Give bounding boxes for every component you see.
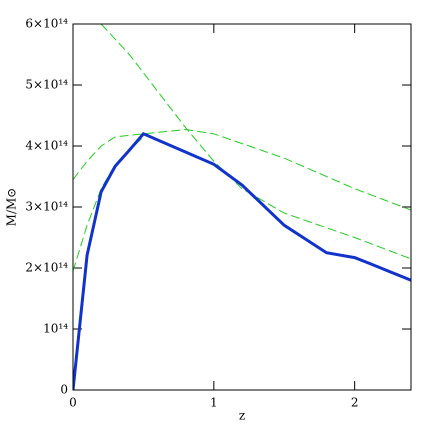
y-axis-label: M/M⊙ [5, 188, 19, 227]
y-tick-label: 5×10¹⁴ [25, 78, 68, 92]
x-tick-label: 2 [351, 396, 359, 410]
plot-area [73, 24, 411, 390]
y-tick-label: 6×10¹⁴ [25, 17, 68, 31]
y-tick-label: 4×10¹⁴ [25, 139, 68, 153]
line [73, 131, 411, 390]
line [100, 24, 411, 260]
x-tick-label: 0 [69, 396, 77, 410]
plot-frame [72, 23, 412, 391]
x-axis-label: z [239, 409, 245, 423]
y-tick-label: 10¹⁴ [43, 322, 68, 336]
line [73, 136, 144, 272]
y-tick-label: 2×10¹⁴ [25, 261, 68, 275]
y-tick-label: 3×10¹⁴ [25, 200, 68, 214]
x-tick-label: 1 [210, 396, 218, 410]
y-tick-label: 0 [60, 383, 68, 397]
line [73, 129, 411, 211]
